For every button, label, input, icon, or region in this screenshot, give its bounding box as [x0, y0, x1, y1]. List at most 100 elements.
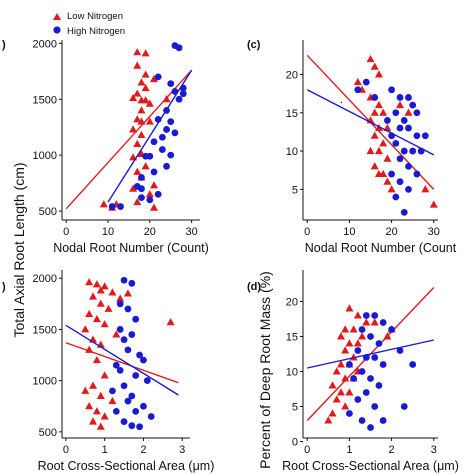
- low-nitrogen-point: [150, 203, 158, 211]
- x-tick-label: 10: [102, 226, 114, 238]
- low-nitrogen-point: [104, 304, 113, 312]
- low-nitrogen-point: [328, 409, 337, 417]
- low-nitrogen-point: [99, 200, 108, 208]
- legend-high-label: High Nitrogen: [67, 26, 125, 37]
- low-nitrogen-point: [89, 292, 98, 300]
- high-nitrogen-point: [116, 300, 124, 308]
- high-nitrogen-point: [142, 152, 150, 160]
- x-tick-label: 0: [63, 444, 69, 456]
- low-nitrogen-point: [133, 115, 142, 123]
- high-nitrogen-point: [400, 147, 408, 155]
- low-nitrogen-point: [374, 146, 383, 155]
- high-nitrogen-point: [405, 185, 412, 193]
- panel-label: (c): [247, 39, 261, 51]
- high-nitrogen-point: [120, 382, 128, 390]
- high-nitrogen-point: [371, 403, 379, 410]
- low-nitrogen-point: [387, 185, 396, 193]
- high-nitrogen-point: [346, 361, 353, 368]
- y-tick-label: 1500: [33, 324, 57, 336]
- low-nitrogen-point: [345, 304, 354, 312]
- panel-b: 0 1 2 3 500 1000 1500 2000 Root Cross-Sectional …: [2, 270, 214, 473]
- low-nitrogen-point: [92, 314, 101, 323]
- high-nitrogen-point: [413, 170, 421, 178]
- low-nitrogen-point: [370, 162, 379, 170]
- high-nitrogen-point: [124, 397, 132, 405]
- y-tick-label: 500: [39, 427, 57, 439]
- y-tick-label: 20: [286, 297, 298, 309]
- low-nitrogen-point: [336, 360, 345, 368]
- x-axis-label: Root Cross-Sectional Area (μm): [38, 459, 215, 473]
- low-nitrogen-fit-line: [65, 69, 193, 210]
- low-nitrogen-point: [341, 325, 350, 333]
- low-nitrogen-point: [345, 339, 354, 347]
- low-nitrogen-point: [370, 108, 379, 116]
- high-nitrogen-point: [396, 347, 404, 354]
- high-nitrogen-point: [421, 132, 429, 140]
- high-nitrogen-point: [396, 178, 404, 186]
- low-nitrogen-point: [133, 197, 142, 206]
- x-tick-label: 30: [186, 226, 198, 238]
- high-nitrogen-point: [354, 86, 362, 94]
- high-nitrogen-point: [350, 375, 358, 382]
- high-nitrogen-point: [413, 109, 421, 117]
- panel-label: (d): [247, 281, 261, 293]
- low-nitrogen-point: [100, 371, 109, 379]
- y-tick-label: 2000: [33, 38, 57, 50]
- high-nitrogen-point: [163, 126, 170, 133]
- high-nitrogen-point: [150, 138, 158, 146]
- low-nitrogen-point: [92, 355, 101, 364]
- y-tick-label: 1500: [33, 94, 57, 106]
- low-nitrogen-point: [141, 70, 150, 78]
- low-nitrogen-point: [150, 181, 158, 189]
- high-nitrogen-point: [179, 90, 187, 98]
- high-nitrogen-point: [358, 417, 366, 424]
- high-nitrogen-point: [109, 387, 116, 395]
- low-nitrogen-point: [353, 339, 362, 347]
- high-nitrogen-point: [120, 336, 128, 344]
- high-nitrogen-point: [132, 372, 140, 379]
- low-nitrogen-point: [362, 318, 371, 326]
- y-tick-label: 15: [286, 332, 298, 344]
- low-nitrogen-point: [129, 93, 138, 102]
- high-nitrogen-point: [116, 326, 124, 333]
- low-nitrogen-point: [429, 200, 438, 208]
- low-nitrogen-point: [353, 311, 362, 319]
- low-nitrogen-point: [150, 74, 158, 83]
- high-nitrogen-fit-line: [306, 89, 435, 156]
- high-nitrogen-point: [388, 326, 395, 333]
- x-tick-label: 20: [144, 226, 156, 238]
- high-nitrogen-point: [171, 129, 179, 137]
- low-nitrogen-point: [81, 325, 90, 333]
- high-nitrogen-point: [167, 80, 175, 88]
- low-nitrogen-point: [324, 416, 333, 424]
- high-nitrogen-point: [138, 174, 145, 181]
- high-nitrogen-point: [354, 347, 362, 354]
- x-tick-label: 0: [304, 444, 310, 456]
- high-nitrogen-point: [396, 124, 404, 132]
- x-tick-label: 1: [102, 444, 108, 456]
- high-nitrogen-point: [138, 185, 145, 193]
- high-nitrogen-point: [128, 392, 136, 400]
- x-tick-label: 2: [389, 444, 395, 456]
- high-nitrogen-point: [409, 147, 417, 155]
- high-nitrogen-point: [409, 361, 417, 368]
- low-nitrogen-point: [379, 108, 388, 116]
- low-nitrogen-point: [396, 100, 405, 109]
- high-nitrogen-point: [150, 168, 158, 176]
- low-nitrogen-point: [96, 391, 105, 399]
- high-nitrogen-point: [375, 382, 383, 389]
- low-nitrogen-point: [100, 320, 109, 328]
- low-nitrogen-point: [341, 402, 350, 410]
- high-nitrogen-point: [379, 319, 387, 326]
- low-nitrogen-point: [370, 131, 379, 139]
- high-nitrogen-point: [400, 403, 408, 410]
- high-nitrogen-point: [362, 389, 370, 396]
- low-nitrogen-point: [116, 294, 125, 302]
- low-nitrogen-point: [141, 162, 150, 170]
- high-nitrogen-point: [167, 151, 175, 159]
- high-nitrogen-point: [388, 86, 395, 94]
- high-nitrogen-point: [392, 193, 400, 201]
- low-nitrogen-point: [336, 332, 345, 340]
- low-nitrogen-point: [353, 77, 362, 86]
- panel-d: 0 1 2 3 0 5 10 15 20 Root Cross-Sectional Area (μ…: [247, 270, 459, 473]
